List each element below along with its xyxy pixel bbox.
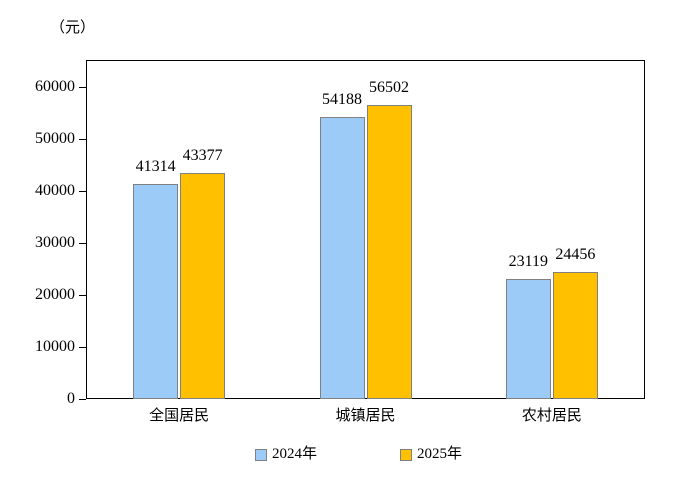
bar-2025年-全国居民: [180, 173, 226, 399]
x-category-label: 城镇居民: [335, 408, 396, 424]
legend-swatch-2024: [255, 449, 267, 461]
bar-value-label: 56502: [369, 79, 409, 96]
y-axis-tick-label: 60000: [35, 78, 75, 95]
x-category-label: 农村居民: [521, 408, 582, 424]
y-axis-tick-label: 30000: [35, 234, 75, 251]
plot-area: [86, 60, 645, 399]
bar-value-label: 54188: [322, 91, 362, 108]
y-axis-tick: [79, 191, 86, 192]
bar-2025年-农村居民: [552, 272, 598, 399]
y-axis-tick: [79, 243, 86, 244]
y-axis-tick: [79, 347, 86, 348]
y-axis-tick: [79, 399, 86, 400]
bar-2024年-城镇居民: [319, 117, 365, 399]
bar-value-label: 24456: [555, 246, 596, 263]
legend-item-2024: 2024年: [255, 446, 317, 464]
bar-2024年-农村居民: [505, 279, 551, 399]
y-axis-tick: [79, 295, 86, 296]
legend-label-2025: 2025年: [417, 446, 463, 462]
x-category-label: 全国居民: [149, 408, 210, 424]
bar-value-label: 41314: [135, 158, 176, 175]
legend-swatch-2025: [400, 449, 412, 461]
y-axis-tick-label: 0: [67, 390, 75, 407]
bar-2024年-全国居民: [133, 184, 179, 399]
y-axis-tick-label: 20000: [35, 286, 75, 303]
y-axis-tick-label: 50000: [35, 130, 75, 147]
legend-label-2024: 2024年: [272, 446, 318, 462]
bar-value-label: 43377: [182, 147, 223, 164]
legend-item-2025: 2025年: [400, 446, 462, 464]
bar-2025年-城镇居民: [366, 105, 412, 399]
y-axis-tick-label: 40000: [35, 182, 75, 199]
y-axis-unit-label: （元）: [50, 20, 96, 36]
y-axis-tick-label: 10000: [35, 338, 75, 355]
y-axis-tick: [79, 87, 86, 88]
y-axis-tick: [79, 139, 86, 140]
bar-value-label: 23119: [508, 253, 549, 270]
